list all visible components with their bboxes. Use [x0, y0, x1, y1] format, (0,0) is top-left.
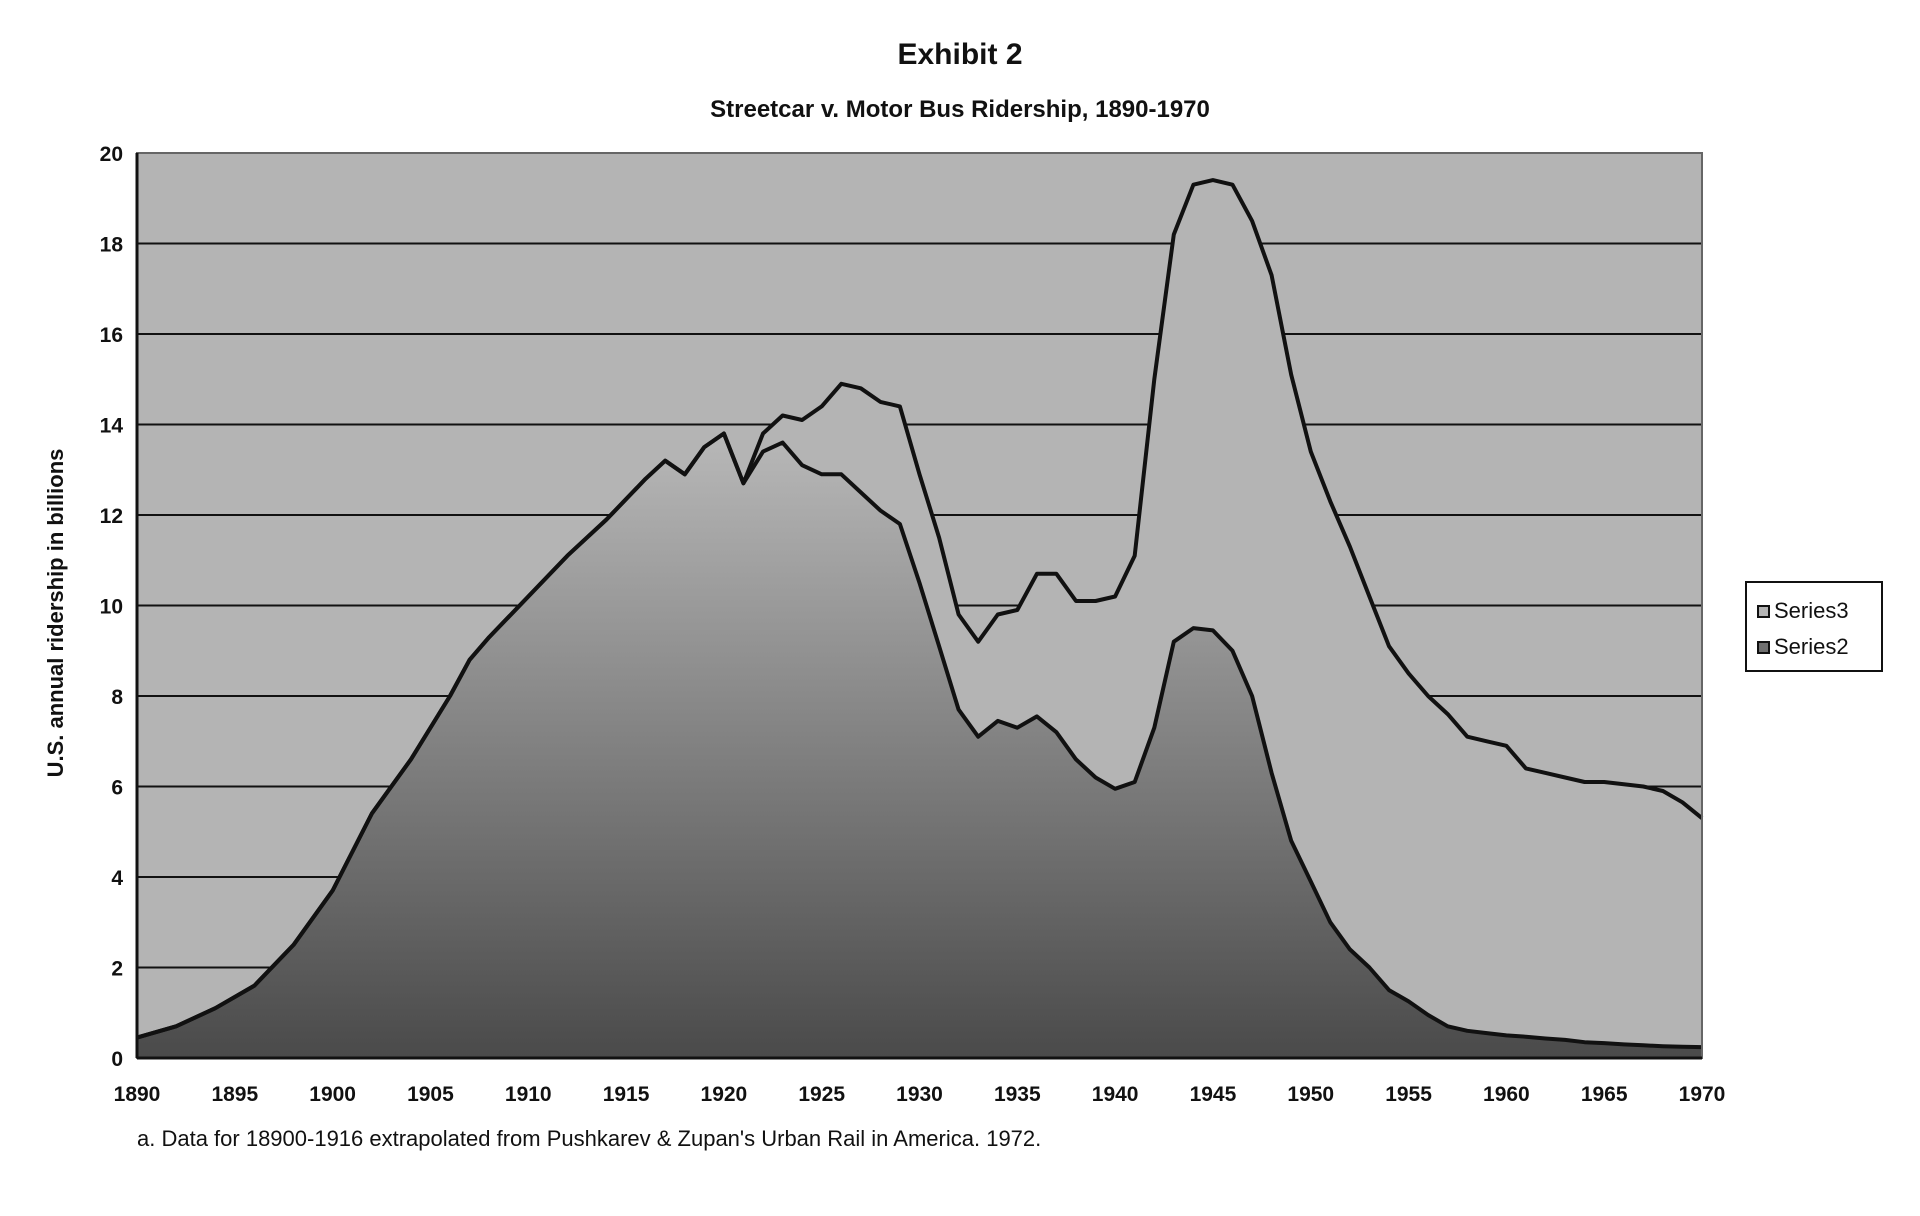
x-tick-label: 1935: [994, 1083, 1041, 1106]
chart-subtitle: Streetcar v. Motor Bus Ridership, 1890-1…: [710, 96, 1210, 123]
x-tick-label: 1930: [896, 1083, 943, 1106]
x-tick-label: 1970: [1679, 1083, 1726, 1106]
chart-title: Exhibit 2: [897, 38, 1023, 71]
y-tick-label: 0: [111, 1048, 123, 1071]
legend-label-series2: Series2: [1774, 634, 1849, 659]
y-tick-label: 20: [100, 143, 123, 166]
legend-label-series3: Series3: [1774, 598, 1849, 623]
x-tick-label: 1965: [1581, 1083, 1628, 1106]
y-tick-label: 6: [111, 777, 123, 800]
y-axis: 0 2 4 6 8 10 12 14 16 18 20: [100, 143, 139, 1071]
x-tick-label: 1940: [1092, 1083, 1139, 1106]
x-tick-label: 1890: [114, 1083, 161, 1106]
series2-area: [137, 433, 1702, 1058]
x-axis: 1890 1895 1900 1905 1910 1915 1920 1925 1930 1935…: [114, 1056, 1726, 1106]
legend-swatch-series2: [1757, 640, 1770, 654]
x-tick-label: 1895: [211, 1083, 258, 1106]
y-axis-label: U.S. annual ridership in billions: [43, 448, 68, 778]
x-tick-label: 1950: [1287, 1083, 1334, 1106]
y-tick-label: 4: [111, 867, 123, 890]
series2-outline: [136, 431, 1703, 1050]
legend-item-series3: Series3: [1757, 593, 1881, 629]
y-tick-label: 10: [100, 596, 123, 619]
x-tick-label: 1910: [505, 1083, 552, 1106]
y-tick-label: 2: [111, 958, 123, 981]
y-tick-label: 8: [111, 686, 123, 709]
footnote: a. Data for 18900-1916 extrapolated from…: [137, 1126, 1042, 1151]
x-tick-label: 1925: [798, 1083, 845, 1106]
legend-item-series2: Series2: [1757, 629, 1881, 665]
y-tick-label: 14: [100, 415, 124, 438]
x-tick-label: 1915: [603, 1083, 650, 1106]
x-tick-label: 1955: [1385, 1083, 1432, 1106]
y-tick-label: 18: [100, 234, 124, 257]
x-tick-label: 1900: [309, 1083, 356, 1106]
x-tick-label: 1905: [407, 1083, 454, 1106]
x-tick-label: 1945: [1190, 1083, 1237, 1106]
x-tick-label: 1920: [701, 1083, 748, 1106]
x-tick-label: 1960: [1483, 1083, 1530, 1106]
y-tick-label: 16: [100, 324, 123, 347]
legend-swatch-series3: [1757, 604, 1770, 618]
y-tick-label: 12: [100, 505, 123, 528]
legend: Series3 Series2: [1745, 581, 1883, 672]
